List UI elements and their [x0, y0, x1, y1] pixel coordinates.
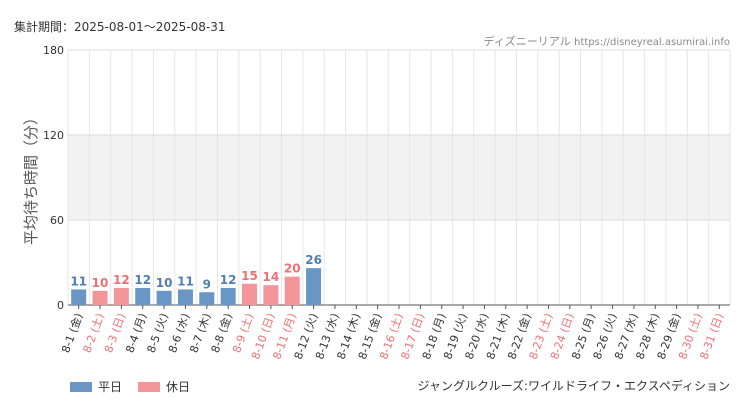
shaded-band — [68, 135, 730, 220]
bar — [92, 290, 108, 305]
source-name: ディズニーリアル — [483, 35, 571, 48]
bar-value-label: 12 — [113, 273, 130, 287]
bar-value-label: 11 — [177, 274, 194, 288]
legend-item-weekday[interactable]: 平日 — [70, 378, 122, 395]
bar-value-label: 20 — [284, 262, 301, 276]
legend-swatch-weekday — [70, 381, 92, 392]
bar — [242, 283, 258, 305]
legend-label-weekday: 平日 — [98, 380, 123, 394]
legend: 平日 休日 — [70, 378, 190, 395]
bar — [263, 285, 279, 305]
bar — [71, 289, 87, 305]
bar-value-label: 10 — [156, 276, 173, 290]
bar — [306, 268, 322, 305]
legend-item-holiday[interactable]: 休日 — [138, 378, 190, 395]
bar-value-label: 10 — [92, 276, 109, 290]
y-tick-label: 60 — [50, 214, 64, 227]
bar — [135, 288, 151, 305]
bar-value-label: 26 — [305, 253, 322, 267]
legend-label-holiday: 休日 — [166, 380, 191, 394]
bar-value-label: 11 — [70, 274, 87, 288]
bar-value-label: 14 — [263, 270, 280, 284]
y-axis-label: 平均待ち時間（分） — [22, 110, 40, 245]
bar — [199, 292, 215, 305]
source-url[interactable]: https://disneyreal.asumirai.info — [574, 37, 730, 48]
bar-value-label: 9 — [203, 277, 211, 291]
attraction-name: ジャングルクルーズ:ワイルドライフ・エクスペディション — [417, 379, 730, 393]
bar — [284, 276, 300, 305]
bar — [113, 288, 129, 305]
bar-value-label: 12 — [134, 273, 151, 287]
bar-value-label: 15 — [241, 269, 258, 283]
legend-swatch-holiday — [138, 381, 161, 392]
period-label: 集計期間：2025-08-01〜2025-08-31 — [14, 20, 226, 34]
bar — [177, 289, 193, 305]
source-credit[interactable]: ディズニーリアル https://disneyreal.asumirai.inf… — [484, 33, 731, 49]
y-tick-label: 0 — [57, 299, 64, 312]
bar — [156, 290, 172, 305]
bar-value-label: 12 — [220, 273, 237, 287]
y-tick-label: 120 — [43, 129, 64, 142]
bar — [220, 288, 236, 305]
y-tick-label: 180 — [43, 44, 64, 57]
